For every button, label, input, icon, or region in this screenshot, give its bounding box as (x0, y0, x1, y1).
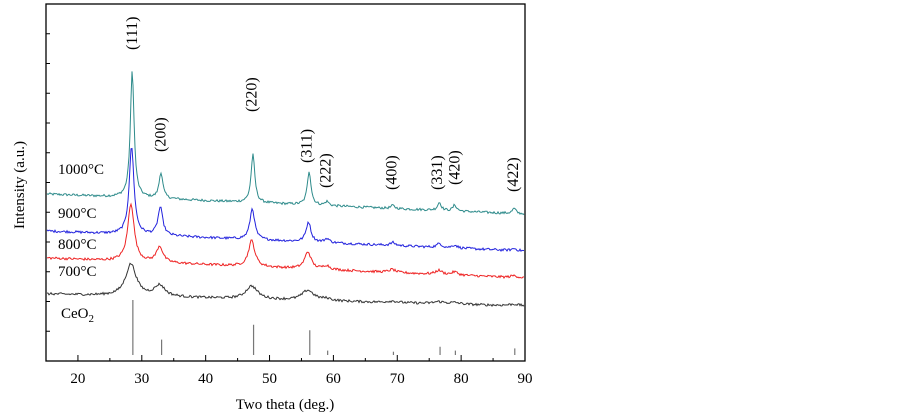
series-label: 900°C (58, 206, 97, 222)
series-line (46, 262, 525, 307)
series-label: 700°C (58, 264, 97, 280)
x-tick-label: 60 (326, 371, 341, 387)
peak-label: (400) (384, 155, 401, 190)
series-line (46, 71, 525, 216)
y-axis-ticks (46, 33, 50, 332)
peak-label: (331) (429, 155, 446, 190)
reference-sticks (132, 300, 516, 355)
series-label: 800°C (58, 237, 97, 253)
x-tick-label: 80 (454, 371, 469, 387)
peak-label: (200) (152, 117, 169, 152)
x-tick-label: 70 (390, 371, 405, 387)
x-tick-label: 40 (198, 371, 213, 387)
x-tick-label: 30 (134, 371, 149, 387)
series-label: 1000°C (58, 162, 104, 178)
peak-label: (220) (244, 77, 261, 112)
series-line (46, 202, 525, 279)
peak-label: (222) (318, 153, 335, 188)
series-labels: 1000°C 900°C 800°C 700°C CeO2 (58, 162, 104, 325)
peak-label: (422) (505, 157, 522, 192)
series-line (46, 147, 525, 253)
peak-label: (420) (447, 150, 464, 185)
x-axis-ticks (45, 355, 526, 361)
x-axis-title: Two theta (deg.) (236, 397, 335, 413)
peak-labels: (111) (200) (220) (311)(222) (400) (331) (420)… (124, 17, 522, 192)
peak-label: (111) (124, 17, 141, 50)
x-tick-label: 90 (518, 371, 533, 387)
x-tick-label: 50 (262, 371, 277, 387)
series-lines (46, 71, 525, 307)
y-axis-title: Intensity (a.u.) (12, 141, 28, 229)
x-tick-label: 20 (70, 371, 85, 387)
x-axis-tick-labels: 20 30 40 50 60 70 80 90 (70, 371, 532, 387)
reference-label: CeO2 (61, 306, 94, 325)
reference-label-main: CeO (61, 306, 89, 322)
peak-label: (311) (299, 129, 316, 163)
reference-label-subscript: 2 (89, 313, 95, 325)
